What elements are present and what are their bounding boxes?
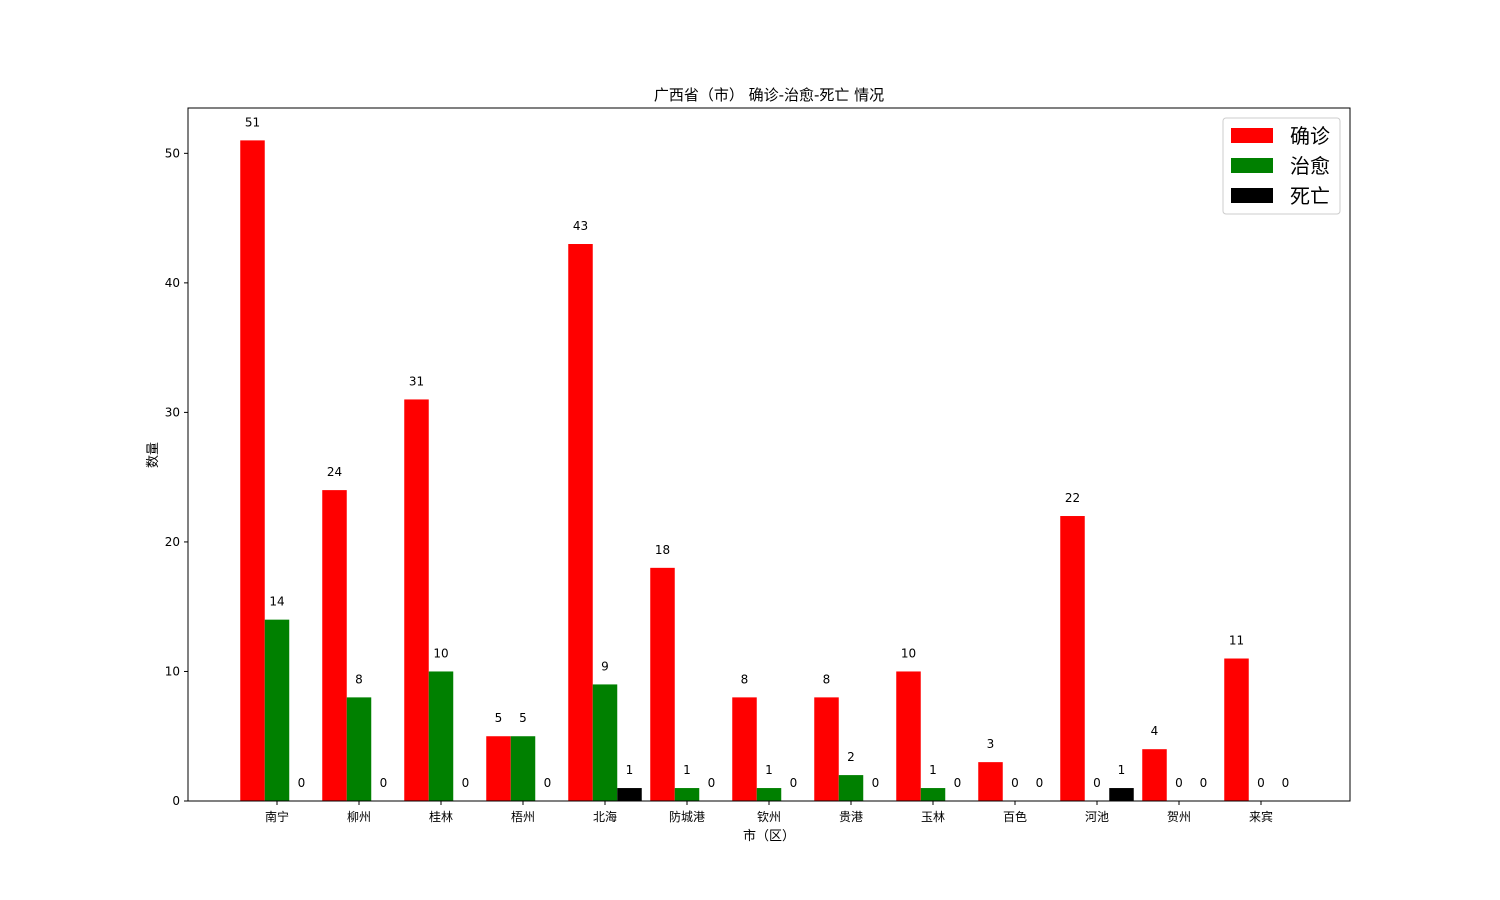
x-tick-label: 桂林 bbox=[429, 809, 453, 824]
x-axis-label: 市（区） bbox=[743, 828, 795, 844]
data-label-治愈-贺州: 0 bbox=[1175, 776, 1183, 790]
bar-治愈-防城港 bbox=[674, 788, 700, 801]
y-tick-label: 10 bbox=[165, 664, 180, 678]
data-label-确诊-玉林: 10 bbox=[901, 646, 916, 660]
data-label-确诊-贺州: 4 bbox=[1151, 724, 1159, 738]
data-label-确诊-钦州: 8 bbox=[741, 672, 749, 686]
bar-确诊-防城港 bbox=[650, 567, 675, 801]
x-tick-label: 贵港 bbox=[839, 810, 863, 824]
data-label-死亡-百色: 0 bbox=[1036, 776, 1044, 790]
bar-确诊-河池 bbox=[1060, 516, 1085, 801]
bar-死亡-北海 bbox=[617, 788, 642, 801]
x-tick-label: 贺州 bbox=[1167, 810, 1191, 824]
data-label-确诊-桂林: 31 bbox=[409, 374, 424, 388]
data-label-死亡-桂林: 0 bbox=[462, 776, 470, 790]
data-label-确诊-南宁: 51 bbox=[245, 115, 260, 129]
data-label-确诊-梧州: 5 bbox=[495, 711, 503, 725]
x-tick-label: 防城港 bbox=[669, 809, 705, 824]
legend-swatch-确诊 bbox=[1231, 128, 1273, 143]
bar-确诊-钦州 bbox=[732, 697, 757, 801]
bar-确诊-百色 bbox=[978, 762, 1003, 801]
data-label-死亡-河池: 1 bbox=[1118, 763, 1126, 777]
chart-title: 广西省（市） 确诊-治愈-死亡 情况 bbox=[654, 86, 884, 104]
data-label-死亡-北海: 1 bbox=[626, 763, 634, 777]
data-label-治愈-贵港: 2 bbox=[847, 750, 855, 764]
legend-label-治愈: 治愈 bbox=[1290, 154, 1330, 178]
y-tick-label: 50 bbox=[165, 146, 180, 160]
x-tick-label: 百色 bbox=[1003, 810, 1027, 824]
plot-frame bbox=[187, 107, 1351, 802]
data-label-治愈-来宾: 0 bbox=[1257, 776, 1265, 790]
x-tick-label: 柳州 bbox=[347, 810, 371, 824]
data-label-确诊-柳州: 24 bbox=[327, 465, 342, 479]
data-label-治愈-梧州: 5 bbox=[519, 711, 527, 725]
bar-治愈-玉林 bbox=[920, 788, 946, 801]
x-tick-label: 钦州 bbox=[757, 810, 781, 824]
data-label-治愈-南宁: 14 bbox=[269, 595, 284, 609]
bar-确诊-玉林 bbox=[896, 671, 921, 801]
bar-确诊-梧州 bbox=[486, 736, 511, 801]
bar-确诊-南宁 bbox=[240, 140, 265, 801]
bar-治愈-梧州 bbox=[510, 736, 536, 801]
data-label-确诊-贵港: 8 bbox=[823, 672, 831, 686]
legend-label-确诊: 确诊 bbox=[1290, 124, 1330, 148]
data-label-治愈-北海: 9 bbox=[601, 659, 609, 673]
data-label-确诊-来宾: 11 bbox=[1229, 634, 1244, 648]
data-label-死亡-柳州: 0 bbox=[380, 776, 388, 790]
bar-治愈-贵港 bbox=[838, 775, 864, 801]
bar-死亡-河池 bbox=[1109, 788, 1134, 801]
data-label-治愈-柳州: 8 bbox=[355, 672, 363, 686]
bar-治愈-北海 bbox=[592, 684, 618, 801]
data-label-死亡-防城港: 0 bbox=[708, 776, 716, 790]
x-tick-label: 来宾 bbox=[1249, 809, 1273, 824]
y-tick-label: 20 bbox=[165, 535, 180, 549]
bar-确诊-桂林 bbox=[404, 399, 429, 801]
data-label-死亡-贺州: 0 bbox=[1200, 776, 1208, 790]
x-axis: 南宁 柳州 桂林 梧州 北海 防城港 钦州 贵港 玉林 百色 河池 贺州 来宾 bbox=[265, 801, 1273, 824]
y-axis: 0 10 20 30 40 50 bbox=[165, 146, 188, 808]
bar-确诊-贵港 bbox=[814, 697, 839, 801]
x-tick-label: 河池 bbox=[1085, 810, 1109, 824]
data-label-治愈-玉林: 1 bbox=[929, 763, 937, 777]
y-tick-label: 0 bbox=[172, 794, 180, 808]
bar-治愈-南宁 bbox=[264, 619, 290, 801]
bar-治愈-钦州 bbox=[756, 788, 782, 801]
data-label-确诊-河池: 22 bbox=[1065, 491, 1080, 505]
data-label-治愈-钦州: 1 bbox=[765, 763, 773, 777]
x-tick-label: 南宁 bbox=[265, 809, 289, 824]
x-tick-label: 梧州 bbox=[511, 809, 535, 824]
bar-确诊-柳州 bbox=[322, 490, 347, 801]
y-tick-label: 40 bbox=[165, 276, 180, 290]
bar-治愈-桂林 bbox=[428, 671, 454, 801]
data-label-治愈-防城港: 1 bbox=[683, 763, 691, 777]
data-label-死亡-钦州: 0 bbox=[790, 776, 798, 790]
legend-label-死亡: 死亡 bbox=[1290, 184, 1330, 208]
data-label-死亡-来宾: 0 bbox=[1282, 776, 1290, 790]
y-axis-label: 数量 bbox=[146, 442, 161, 468]
data-label-死亡-南宁: 0 bbox=[298, 776, 306, 790]
y-tick-label: 30 bbox=[165, 405, 180, 419]
legend-swatch-治愈 bbox=[1231, 158, 1273, 173]
data-label-死亡-玉林: 0 bbox=[954, 776, 962, 790]
data-label-治愈-百色: 0 bbox=[1011, 776, 1019, 790]
data-label-死亡-梧州: 0 bbox=[544, 776, 552, 790]
bar-确诊-贺州 bbox=[1142, 749, 1167, 801]
data-label-确诊-北海: 43 bbox=[573, 219, 588, 233]
legend-swatch-死亡 bbox=[1231, 188, 1273, 203]
data-label-治愈-桂林: 10 bbox=[433, 646, 448, 660]
data-label-死亡-贵港: 0 bbox=[872, 776, 880, 790]
bar-确诊-来宾 bbox=[1224, 658, 1249, 801]
x-tick-label: 北海 bbox=[593, 809, 617, 824]
data-label-确诊-百色: 3 bbox=[987, 737, 995, 751]
bars-layer bbox=[240, 140, 1249, 801]
data-label-确诊-防城港: 18 bbox=[655, 543, 670, 557]
bar-确诊-北海 bbox=[568, 244, 593, 801]
data-label-治愈-河池: 0 bbox=[1093, 776, 1101, 790]
bar-治愈-柳州 bbox=[346, 697, 372, 801]
x-tick-label: 玉林 bbox=[921, 810, 945, 824]
